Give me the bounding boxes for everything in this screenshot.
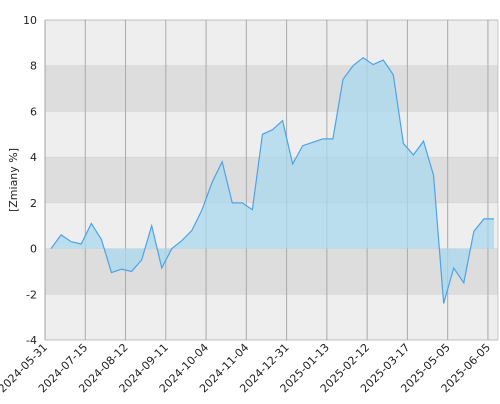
- y-tick-label: 0: [30, 243, 37, 256]
- y-tick-label: 10: [23, 14, 37, 27]
- y-axis-label: [Zmiany %]: [7, 148, 20, 212]
- y-tick-label: 8: [30, 60, 37, 73]
- area: [51, 57, 494, 304]
- y-tick-label: 6: [30, 105, 37, 118]
- line: [50, 56, 494, 304]
- y-tick-label: 2: [30, 197, 37, 210]
- y-tick-label: -2: [26, 288, 37, 301]
- y-tick-label: -4: [26, 334, 37, 347]
- grid-band: [45, 65, 498, 112]
- plot-frame: [44, 19, 499, 341]
- y-tick-label: 4: [30, 151, 37, 164]
